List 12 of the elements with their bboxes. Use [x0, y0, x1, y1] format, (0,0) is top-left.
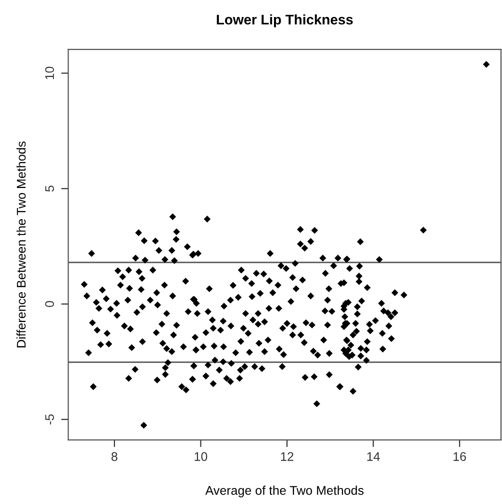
x-tick-label: 12 — [281, 452, 294, 461]
chart-title: Lower Lip Thickness — [216, 14, 353, 28]
x-tick-label: 16 — [454, 452, 466, 461]
y-tick-label: 5 — [45, 186, 54, 192]
y-tick-label: 10 — [45, 66, 54, 80]
y-tick-label: 0 — [45, 301, 54, 308]
x-tick-label: 8 — [112, 452, 118, 461]
y-tick-label: -5 — [45, 414, 54, 424]
x-tick-label: 10 — [194, 452, 208, 461]
y-axis-title: Difference Between the Two Methods — [16, 141, 26, 348]
x-tick-label: 14 — [367, 452, 380, 461]
x-axis-title: Average of the Two Methods — [205, 486, 364, 498]
